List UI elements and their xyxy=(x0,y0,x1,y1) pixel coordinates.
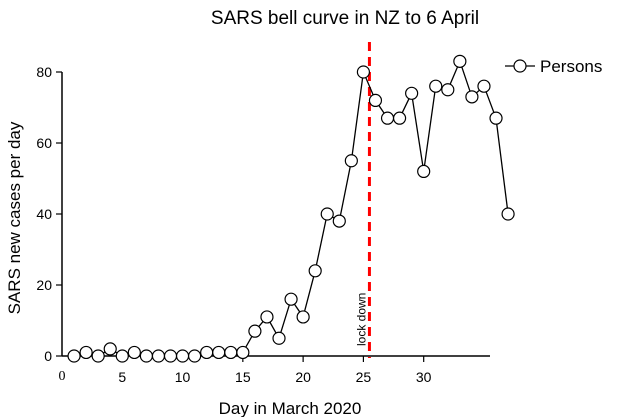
x-tick-label: 30 xyxy=(416,369,432,385)
x-axis-label: Day in March 2020 xyxy=(219,399,362,417)
data-point xyxy=(368,93,383,108)
legend-marker xyxy=(513,59,527,73)
legend-label: Persons xyxy=(540,57,602,76)
axes: 0 20 40 60 80 5 10 15 20 25 30 0 xyxy=(36,64,490,385)
data-point xyxy=(175,349,190,363)
data-point xyxy=(67,349,81,363)
data-point xyxy=(91,349,105,363)
data-point xyxy=(127,345,141,360)
data-point xyxy=(224,345,238,360)
x-tick-label: 20 xyxy=(295,369,311,385)
data-point xyxy=(465,90,479,104)
y-tick-label: 0 xyxy=(44,348,52,364)
data-point xyxy=(103,342,117,356)
data-point xyxy=(248,324,262,338)
y-axis-label: SARS new cases per day xyxy=(5,121,24,314)
data-point xyxy=(332,214,346,228)
lockdown-label: lock down xyxy=(354,293,368,346)
series-line xyxy=(73,59,509,357)
data-point xyxy=(477,79,491,93)
data-point xyxy=(188,349,202,363)
series-layer xyxy=(67,54,515,363)
data-point xyxy=(200,345,214,360)
data-point xyxy=(260,310,274,324)
data-point xyxy=(429,79,443,93)
x-tick-label-zero: 0 xyxy=(59,369,66,384)
data-point xyxy=(453,54,467,68)
data-point xyxy=(380,111,395,125)
data-point xyxy=(163,349,178,363)
data-point xyxy=(417,164,431,178)
data-point xyxy=(392,111,407,125)
y-tick-label: 60 xyxy=(36,135,52,151)
chart-title: SARS bell curve in NZ to 6 April xyxy=(211,8,479,29)
x-tick-label: 15 xyxy=(235,369,251,385)
data-point xyxy=(236,345,250,360)
y-tick-label: 80 xyxy=(36,64,52,80)
data-point xyxy=(284,292,298,306)
data-point xyxy=(308,264,322,278)
data-point xyxy=(344,154,358,168)
data-point xyxy=(501,207,515,221)
legend: Persons xyxy=(505,57,602,76)
y-tick-label: 40 xyxy=(36,206,52,222)
data-point xyxy=(212,345,226,360)
data-point xyxy=(272,331,286,345)
x-tick-label: 25 xyxy=(356,369,372,385)
data-point xyxy=(356,65,371,79)
annotation-layer: lock down xyxy=(354,42,371,358)
data-point xyxy=(139,349,153,363)
x-tick-label: 10 xyxy=(175,369,191,385)
data-point xyxy=(320,207,334,221)
data-point xyxy=(405,86,419,100)
data-point xyxy=(489,111,503,125)
data-point xyxy=(296,310,310,324)
data-point xyxy=(441,83,455,97)
x-tick-label: 5 xyxy=(118,369,126,385)
data-point xyxy=(151,349,166,363)
data-point xyxy=(79,345,93,360)
y-tick-label: 20 xyxy=(36,277,52,293)
data-point xyxy=(115,349,129,363)
